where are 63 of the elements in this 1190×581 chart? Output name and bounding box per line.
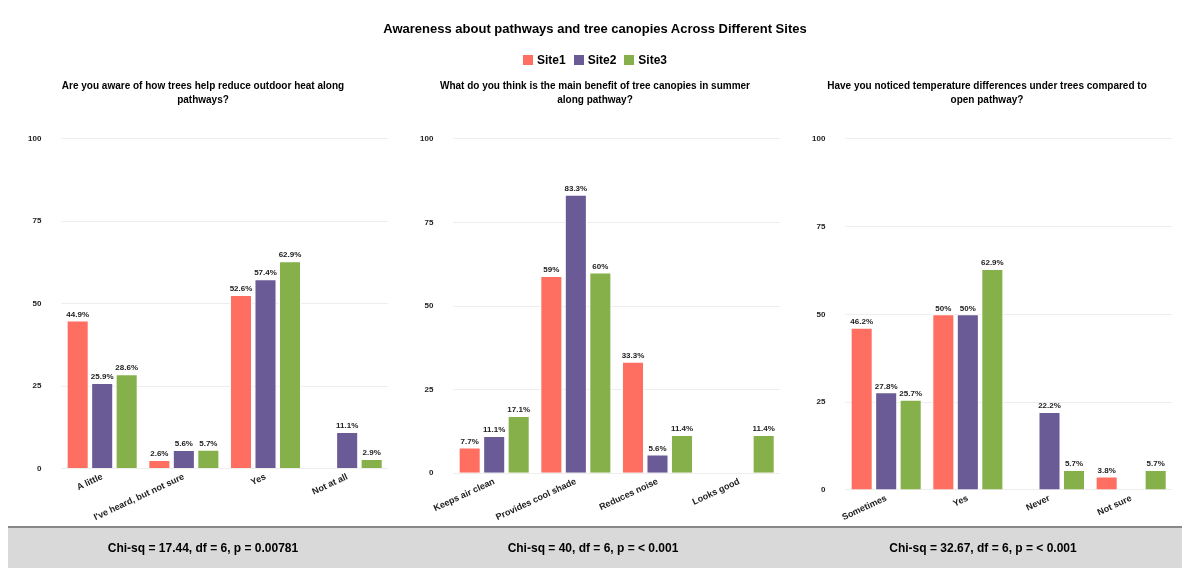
data-label: 3.8% [1097,465,1116,475]
x-tick-label: Never [1024,492,1052,513]
y-tick-label: 100 [419,134,434,143]
data-label: 62.9% [278,250,302,260]
y-tick-label: 25 [424,384,434,394]
data-label: 57.4% [254,268,277,278]
data-label: 50% [935,303,952,313]
y-tick-label: 0 [36,463,42,473]
data-label: 25.9% [90,372,114,382]
data-label: 28.6% [115,363,139,373]
y-tick-label: 0 [820,485,826,495]
y-tick-label: 50 [816,309,826,319]
x-tick-label: Keeps air clean [431,476,497,514]
data-label: 44.9% [66,309,90,319]
data-label: 5.7% [199,438,218,448]
data-label: 5.7% [1146,459,1165,469]
data-label: 50% [959,303,976,313]
data-label: 5.6% [648,443,667,453]
data-label: 7.7% [460,436,479,446]
text: Chi-sq = 32.67, df = 6, p = < 0.001 [889,541,1077,555]
data-label: 2.6% [150,449,169,459]
data-label: 33.3% [621,351,645,361]
y-tick-label: 0 [428,468,434,478]
text: Chi-sq = 40, df = 6, p = < 0.001 [507,541,679,555]
x-tick-label: A little [75,471,105,492]
y-tick-label: 50 [32,298,42,308]
data-label: 11.4% [752,424,775,434]
text: Chi-sq = 17.44, df = 6, p = 0.00781 [107,541,299,555]
y-tick-label: 50 [424,301,434,311]
data-label: 17.1% [507,405,531,415]
chart-subtitle: Have you noticed temperature differences under trees compared to open pathway? [826,79,1148,107]
x-tick-label: Not at all [310,471,350,497]
x-tick-label: Yes [951,492,970,509]
data-label: 11.4% [670,424,694,434]
y-tick-label: 75 [32,216,42,226]
data-label: 5.7% [1064,459,1084,469]
data-label: 25.7% [899,388,923,398]
x-tick-label: Yes [249,471,268,488]
data-label: 5.6% [174,439,193,449]
chart-subtitle: Are you aware of how trees help reduce outdoor heat along pathways? [60,79,346,107]
data-label: 62.9% [981,258,1004,268]
y-tick-label: 25 [816,397,826,407]
data-label: 60% [592,261,609,271]
chart-subtitle: What do you think is the main benefit of tree canopies in summer along pathway? [438,79,751,107]
data-label: 59% [543,265,560,275]
legend-label: Site1 [536,53,566,67]
y-tick-label: 100 [27,134,42,143]
y-tick-label: 75 [424,217,434,227]
y-tick-label: 100 [811,134,826,143]
legend-label: Site3 [638,53,668,67]
data-label: 52.6% [229,284,253,294]
data-label: 11.1% [483,425,506,435]
y-tick-label: 75 [816,221,826,231]
data-label: 22.2% [1038,401,1061,411]
data-label: 83.3% [564,183,588,193]
text: Awareness about pathways and tree canopies Across Different Sites [382,19,808,38]
data-label: 27.8% [874,381,898,391]
x-tick-label: Not sure [1095,492,1134,518]
data-label: 46.2% [850,316,874,326]
legend-label: Site2 [587,53,617,67]
y-tick-label: 25 [32,381,42,391]
data-label: 11.1% [336,421,359,431]
data-label: 2.9% [362,448,381,458]
